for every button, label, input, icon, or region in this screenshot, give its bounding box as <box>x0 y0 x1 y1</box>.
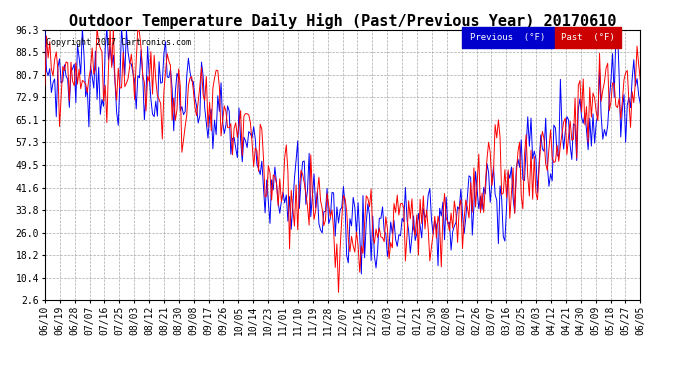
Bar <box>462 27 554 48</box>
Bar <box>555 27 621 48</box>
Text: Previous  (°F): Previous (°F) <box>470 33 546 42</box>
Title: Outdoor Temperature Daily High (Past/Previous Year) 20170610: Outdoor Temperature Daily High (Past/Pre… <box>69 13 616 29</box>
Text: Copyright 2017 Cartronics.com: Copyright 2017 Cartronics.com <box>46 38 191 47</box>
Text: Past  (°F): Past (°F) <box>561 33 615 42</box>
